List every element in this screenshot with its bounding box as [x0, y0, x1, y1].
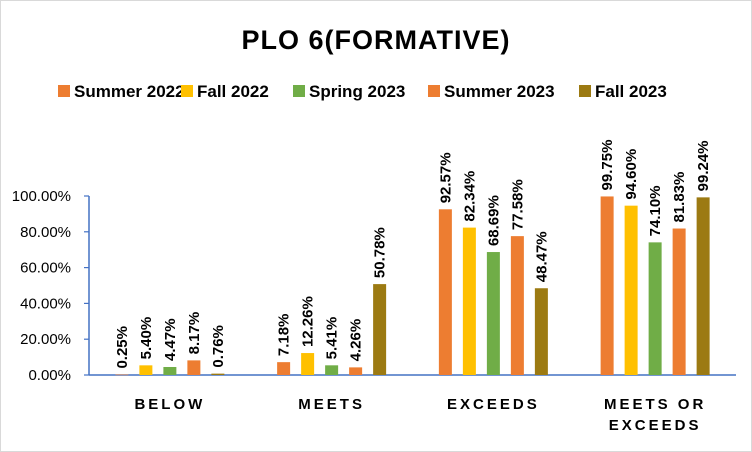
legend-swatch-1 — [58, 85, 70, 97]
data-label: 94.60% — [623, 149, 640, 200]
legend-label-1: Summer 2022 — [74, 82, 185, 101]
data-label: 99.75% — [599, 140, 616, 191]
y-tick-label: 60.00% — [20, 260, 71, 277]
data-label: 48.47% — [533, 231, 550, 282]
legend-swatch-3 — [293, 85, 305, 97]
data-label: 99.24% — [695, 140, 712, 191]
data-label: 77.58% — [509, 179, 526, 230]
y-tick-label: 20.00% — [20, 331, 71, 348]
y-axis: 0.00% 20.00% 40.00% 60.00% 80.00% 100.00% — [12, 188, 90, 384]
x-axis: BELOW MEETS EXCEEDS MEETS OR EXCEEDS — [89, 374, 736, 434]
bar — [211, 373, 225, 375]
bar — [115, 374, 129, 376]
data-label: 5.41% — [324, 317, 341, 360]
legend-label-3: Spring 2023 — [309, 82, 405, 101]
data-label: 0.76% — [210, 325, 227, 368]
y-tick-label: 80.00% — [20, 224, 71, 241]
bar — [277, 362, 291, 375]
category-label: EXCEEDS — [447, 396, 540, 413]
data-label: 4.47% — [162, 318, 179, 361]
data-label: 81.83% — [671, 172, 688, 223]
legend-swatch-4 — [428, 85, 440, 97]
data-label: 92.57% — [437, 152, 454, 203]
data-label: 82.34% — [461, 171, 478, 222]
bar — [510, 236, 524, 375]
y-tick-label: 100.00% — [12, 188, 71, 205]
legend-swatch-2 — [181, 85, 193, 97]
legend-label-4: Summer 2023 — [444, 82, 555, 101]
chart-title: PLO 6(FORMATIVE) — [242, 25, 511, 55]
bar — [163, 366, 177, 375]
bar — [301, 353, 315, 375]
category-label: MEETS — [298, 396, 365, 413]
bar — [600, 196, 614, 375]
bar — [486, 252, 500, 375]
bar — [139, 365, 153, 375]
data-label: 8.17% — [186, 312, 203, 355]
category-label: MEETS OR — [604, 396, 706, 413]
bar — [438, 209, 452, 375]
bar — [349, 367, 363, 375]
legend-label-5: Fall 2023 — [595, 82, 667, 101]
category-label: EXCEEDS — [609, 417, 702, 434]
legend: Summer 2022 Fall 2022 Spring 2023 Summer 20… — [58, 82, 667, 101]
data-label: 12.26% — [300, 296, 317, 347]
bars — [115, 196, 710, 376]
bar — [325, 365, 339, 375]
bar — [696, 197, 710, 375]
bar — [373, 284, 387, 375]
data-labels: 0.25% 5.40% 4.47% 8.17% 0.76% 7.18% 12.26% 5.41… — [114, 140, 712, 369]
data-label: 5.40% — [138, 317, 155, 360]
y-tick-label: 0.00% — [28, 367, 71, 384]
data-label: 74.10% — [647, 185, 664, 236]
bar — [534, 288, 548, 375]
category-label: BELOW — [134, 396, 205, 413]
data-label: 50.78% — [372, 227, 389, 278]
legend-swatch-5 — [579, 85, 591, 97]
y-tick-label: 40.00% — [20, 295, 71, 312]
legend-label-2: Fall 2022 — [197, 82, 269, 101]
data-label: 0.25% — [114, 326, 131, 369]
data-label: 68.69% — [485, 195, 502, 246]
bar — [648, 242, 662, 375]
data-label: 4.26% — [348, 319, 365, 362]
bar — [672, 228, 686, 375]
data-label: 7.18% — [276, 314, 293, 357]
bar — [624, 205, 638, 375]
bar — [462, 227, 476, 375]
bar — [187, 360, 201, 375]
